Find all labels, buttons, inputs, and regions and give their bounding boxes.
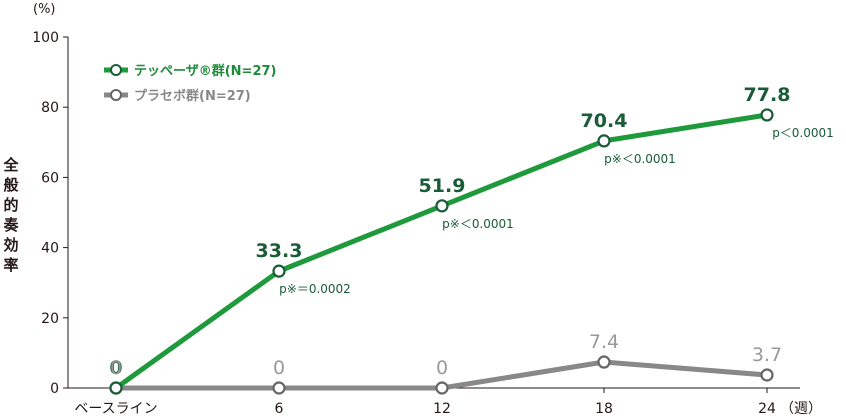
y-axis-title-char: 率 [3,256,19,274]
data-point [760,368,774,382]
data-label: 51.9 [419,175,466,197]
p-value-annotation: p＜0.0001 [772,126,834,140]
legend-label: テッペーザ®群(N=27) [134,63,277,79]
p-value-annotation: p※＝0.0002 [279,282,351,296]
p-value-annotation: p※＜0.0001 [604,152,676,166]
legend-marker [110,64,122,76]
data-point [760,108,774,122]
data-label: 0 [273,357,285,379]
data-label: 7.4 [589,331,619,353]
x-tick-label: 24 [758,401,776,417]
y-axis-title-char: 的 [3,196,19,214]
y-tick-label: 0 [50,381,59,397]
data-point [272,264,286,278]
legend-label: プラセボ群(N=27) [134,88,251,104]
x-tick-label: ベースライン [74,401,157,417]
data-label: 33.3 [256,240,303,262]
y-axis-title-char: 般 [3,176,19,194]
data-point [109,381,123,395]
y-tick-label: 20 [41,311,59,327]
data-label: 0 [110,357,122,379]
data-label: 77.8 [744,84,791,106]
y-tick-label: 100 [32,30,59,46]
p-value-annotation: p※＜0.0001 [442,217,514,231]
x-unit-label: （週） [780,401,822,417]
legend-marker [110,89,122,101]
data-point [597,355,611,369]
data-label: 0 [109,357,122,379]
data-label: 70.4 [581,110,628,132]
data-point [597,134,611,148]
data-point [435,199,449,213]
data-label: 0 [436,357,448,379]
data-point [272,381,286,395]
x-tick-label: 6 [275,401,284,417]
y-tick-label: 40 [41,241,59,257]
data-label: 3.7 [752,344,782,366]
x-tick-label: 18 [595,401,613,417]
y-axis-title-char: 奏 [3,216,19,234]
data-point [435,381,449,395]
y-axis-title-char: 全 [3,156,19,174]
x-tick-label: 12 [433,401,451,417]
y-tick-label: 60 [41,170,59,186]
y-unit-label: (%) [33,2,56,17]
y-tick-label: 80 [41,100,59,116]
y-axis-title-char: 効 [3,236,19,254]
